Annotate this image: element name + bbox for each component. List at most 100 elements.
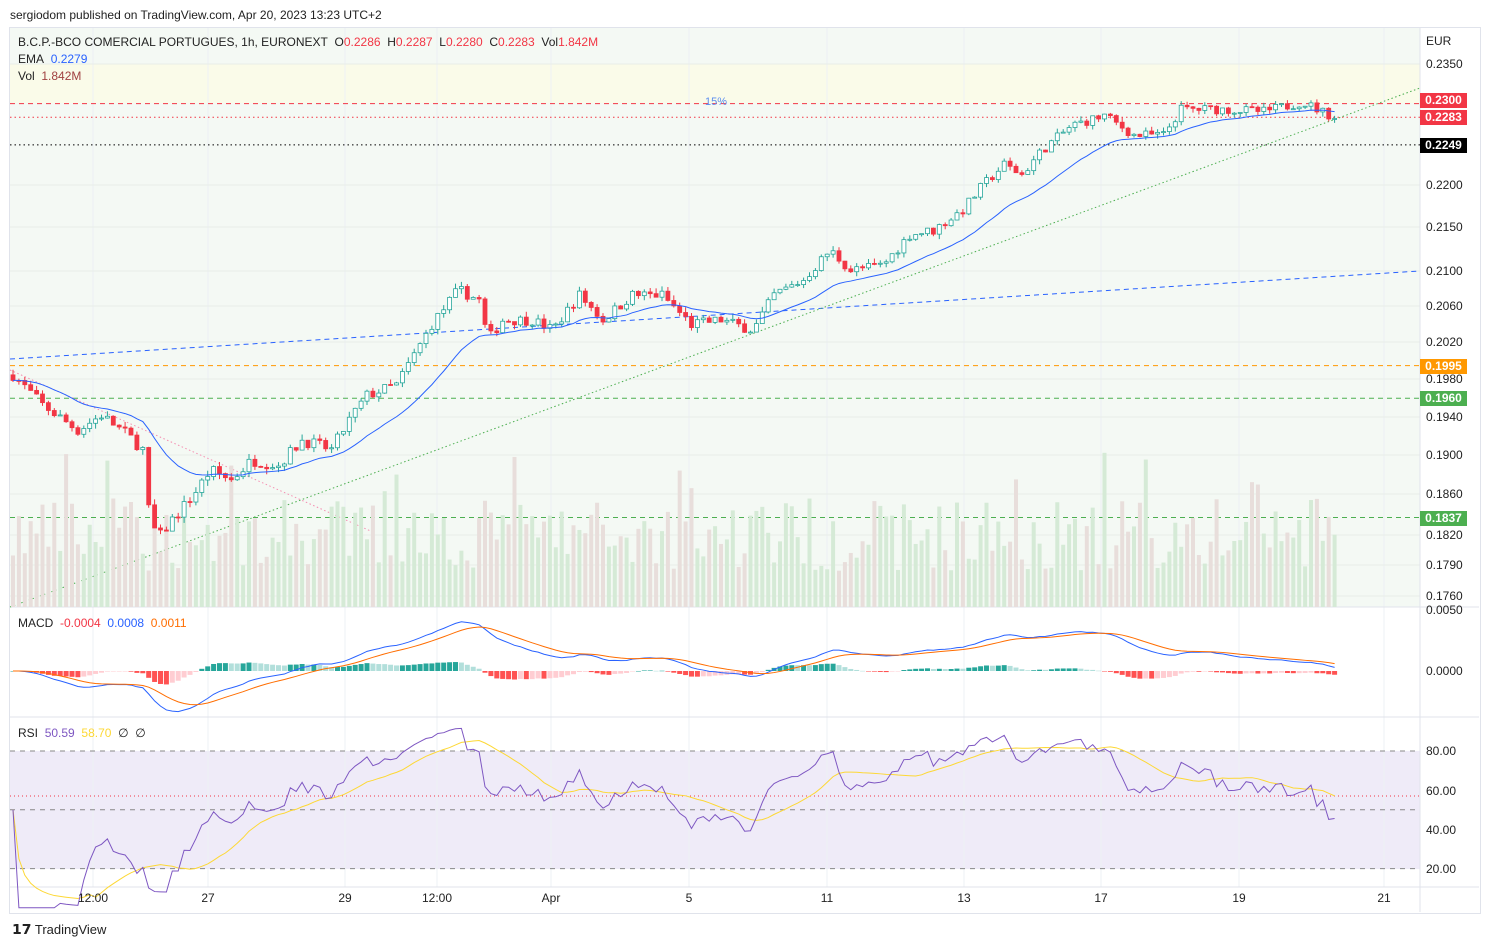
macd-histogram-bar [1155,671,1161,679]
macd-histogram-bar [1225,671,1231,674]
candle-body [317,438,323,441]
volume-bar [766,532,771,607]
volume-bar [264,556,269,607]
candle-body [641,291,647,297]
macd-histogram-bar [517,671,523,679]
macd-histogram-bar [588,671,594,673]
macd-histogram-bar [700,671,706,677]
volume-bar [1279,541,1284,607]
candle-body [1007,160,1013,167]
macd-histogram-bar [978,666,984,671]
macd-histogram-bar [1054,668,1060,671]
macd-histogram-bar [399,665,405,671]
macd-histogram-bar [364,663,370,671]
volume-bar [140,553,145,607]
volume-bar [359,507,364,607]
candle-body [801,280,806,285]
candle-body [181,501,187,518]
candle-body [618,305,624,310]
macd-histogram-bar [742,671,748,675]
candle-body [1161,131,1166,133]
time-tick: Apr [541,891,561,905]
candle-body [712,316,718,323]
candle-body [630,290,635,305]
volume-bar [896,569,900,607]
volume-bar [1291,537,1296,607]
volume-bar [837,570,841,607]
candle-body [75,427,81,435]
macd-histogram-bar [883,671,889,673]
time-tick: 27 [201,891,215,905]
macd-histogram-bar [618,671,624,674]
macd-histogram-bar [276,665,281,671]
candle-body [193,492,199,503]
macd-histogram-bar [93,671,99,674]
symbol-legend[interactable]: B.C.P.-BCO COMERCIAL PORTUGUES, 1h, EURO… [18,35,598,49]
candle-body [329,447,335,450]
rsi-legend[interactable]: RSI 50.59 58.70 ∅ ∅ [18,726,146,740]
candle-body [163,529,169,532]
candle-body [482,298,488,325]
macd-histogram-bar [1314,671,1320,674]
volume-bar [429,513,434,607]
open-value: 0.2286 [343,35,381,49]
candle-body [936,224,942,235]
volume-bar [1261,533,1266,607]
candle-body [700,317,706,321]
volume-bar [1208,541,1213,607]
volume-bar [872,501,877,607]
trendline-green [9,87,1421,608]
macd-histogram-bar [1166,671,1172,678]
macd-histogram-bar [1019,669,1025,671]
macd-histogram-bar [936,668,942,671]
candle-body [405,362,411,372]
time-tick: 11 [820,891,834,905]
price-tick: 0.2350 [1426,57,1463,71]
candle-body [512,321,517,326]
volume-bar [606,546,611,607]
volume-bar [34,533,39,607]
volume-bar [547,515,552,607]
macd-histogram-bar [435,662,441,671]
time-tick: 19 [1232,891,1246,905]
candle-body [81,428,87,435]
chart-frame[interactable] [9,27,1481,914]
macd-histogram-bar [228,663,234,671]
ema-legend[interactable]: EMA 0.2279 [18,52,87,66]
candle-body [40,393,45,404]
macd-histogram-bar [104,671,110,672]
price-tick: 0.1860 [1426,487,1463,501]
volume-bar [884,516,889,607]
candle-body [559,321,565,325]
macd-histogram-bar [1013,667,1019,671]
macd-histogram-bar [612,671,618,674]
candle-body [1214,105,1219,115]
candle-body [1096,115,1101,120]
price-tick: 0.2020 [1426,335,1463,349]
volume-bar [571,525,576,607]
macd-histogram-bar [281,665,287,671]
macd-histogram-bar [1060,668,1066,671]
volume-legend[interactable]: Vol 1.842M [18,69,81,83]
rsi-label: RSI [18,726,39,740]
volume-bar [559,511,564,607]
candle-body [335,433,340,449]
macd-histogram-bar [158,671,163,684]
volume-bar [683,521,688,607]
macd-histogram-bar [205,666,211,671]
candle-body [346,416,352,432]
candle-body [441,309,447,314]
volume-bar [866,544,871,607]
volume-bar [949,570,954,607]
macd-histogram-bar [376,664,382,671]
tradingview-logo[interactable]: 𝟭𝟳 TradingView [12,921,107,937]
candle-body [1019,172,1025,175]
candle-body [848,268,854,273]
candle-body [1013,165,1019,174]
macd-legend[interactable]: MACD -0.0004 0.0008 0.0011 [18,616,187,630]
candle-body [541,318,547,329]
macd-histogram-bar [1202,671,1208,672]
candle-body [854,266,860,273]
volume-bar [241,565,246,607]
